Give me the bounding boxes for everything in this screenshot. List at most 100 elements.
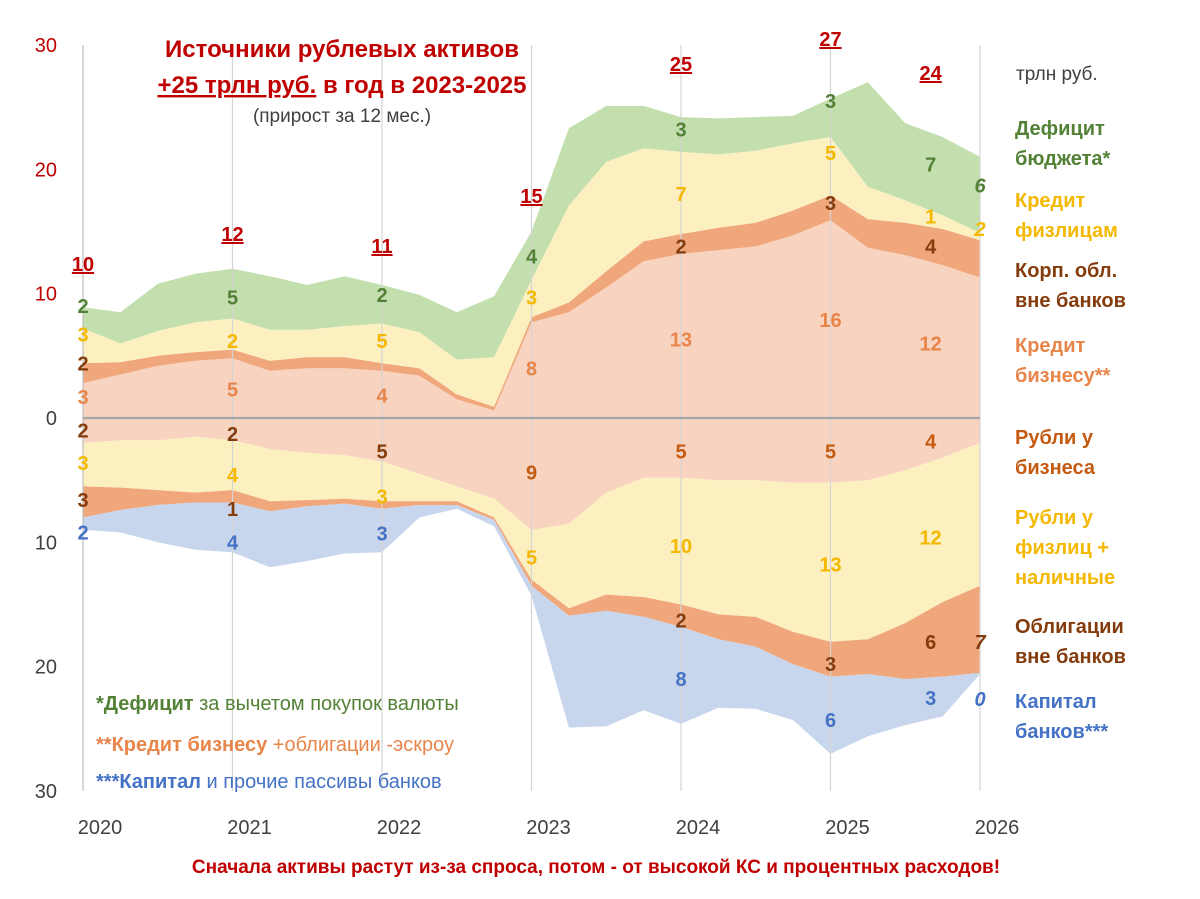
data-label-23: 8 [526, 358, 537, 380]
data-label-13: 1 [227, 499, 238, 521]
footnote-2: **Кредит бизнесу +облигации -эскроу [96, 734, 454, 756]
legend-line: Дефицит [1015, 118, 1105, 140]
data-label-0: 2 [77, 296, 88, 318]
y-tick-label-0: 0 [46, 408, 57, 430]
legend-item-4: Кредит бизнесу** [1015, 335, 1111, 387]
title-block: Источники рублевых активов +25 трлн руб.… [157, 36, 1097, 878]
data-label-28: 2 [675, 236, 686, 258]
data-label-21: 4 [526, 246, 538, 268]
legend-line: банков*** [1015, 721, 1108, 743]
legend-line: бизнесу** [1015, 365, 1111, 387]
footnote-1: *Дефицит за вычетом покупок валюты [96, 693, 459, 715]
data-label-42: 7 [925, 154, 936, 176]
data-label-5: 3 [77, 453, 88, 475]
data-label-22: 3 [526, 287, 537, 309]
legend-line: Облигации [1015, 616, 1124, 638]
data-label-30: 5 [675, 442, 686, 464]
data-label-27: 7 [675, 184, 686, 206]
data-label-19: 3 [376, 486, 387, 508]
y-tick-label-neg-30: 30 [35, 781, 57, 803]
data-label-17: 4 [376, 386, 388, 408]
legend-line: вне банков [1015, 290, 1126, 312]
data-label-24: 9 [526, 463, 537, 485]
data-label-50: 6 [974, 175, 986, 197]
data-label-46: 4 [925, 432, 937, 454]
subtitle-rest: в год в 2023-2025 [316, 72, 526, 99]
chart-footer: Сначала активы растут из-за спроса, пото… [192, 857, 1000, 878]
chart-subtitle-note: (прирост за 12 мес.) [253, 106, 431, 127]
data-label-36: 3 [825, 193, 836, 215]
footnote-rest: +облигации -эскроу [267, 734, 454, 756]
x-tick-label-2021: 2021 [227, 817, 272, 839]
data-label-47: 12 [920, 527, 942, 549]
total-label-2025: 27 [819, 29, 841, 51]
area-neg-3 [83, 502, 980, 754]
y-tick-label-neg-20: 20 [35, 657, 57, 679]
unit-label: трлн руб. [1016, 64, 1098, 85]
data-label-52: 7 [974, 632, 986, 654]
footnotes: *Дефицит за вычетом покупок валюты **Кред… [96, 693, 459, 793]
data-label-20: 3 [376, 524, 387, 546]
legend-item-7: Облигации вне банков [1015, 616, 1126, 668]
data-label-25: 5 [526, 547, 537, 569]
legend-line: физлиц + [1015, 537, 1109, 559]
area-pos-2 [83, 137, 980, 407]
data-label-31: 10 [670, 536, 692, 558]
data-label-2: 2 [77, 353, 88, 375]
legend-line: физлицам [1015, 220, 1118, 242]
y-tick-label-neg-10: 10 [35, 532, 57, 554]
data-label-10: 5 [227, 379, 238, 401]
data-label-9: 2 [227, 331, 238, 353]
legend-item-2: Кредит физлицам [1015, 190, 1118, 242]
total-label-2022: 11 [371, 236, 392, 258]
total-label-2020: 10 [72, 254, 94, 276]
data-label-6: 3 [77, 490, 88, 512]
legend: Дефицит бюджета* Кредит физлицам Корп. обл. в… [1015, 118, 1126, 743]
legend-line: бюджета* [1015, 148, 1111, 170]
data-label-8: 5 [227, 287, 238, 309]
chart-title: Источники рублевых активов [165, 36, 519, 63]
data-label-1: 3 [77, 325, 88, 347]
data-label-12: 4 [227, 465, 239, 487]
legend-item-1: Дефицит бюджета* [1015, 118, 1111, 170]
legend-item-6: Рубли у физлиц + наличные [1015, 507, 1115, 589]
y-tick-label-10: 10 [35, 284, 57, 306]
data-label-4: 2 [77, 420, 88, 442]
legend-line: Кредит [1015, 335, 1086, 357]
area-pos-0 [83, 220, 980, 418]
total-label-2024: 25 [670, 54, 692, 76]
legend-line: Корп. обл. [1015, 260, 1117, 282]
data-label-39: 13 [819, 555, 841, 577]
legend-line: бизнеса [1015, 457, 1096, 479]
area-pos-3 [83, 82, 980, 360]
data-label-34: 3 [825, 91, 836, 113]
legend-item-8: Капитал банков*** [1015, 691, 1108, 743]
y-tick-label-20: 20 [35, 159, 57, 181]
footnote-3: ***Капитал и прочие пассивы банков [96, 771, 442, 793]
data-label-48: 6 [925, 632, 936, 654]
x-tick-label-2020: 2020 [78, 817, 123, 839]
footnote-rest: и прочие пассивы банков [201, 771, 442, 793]
data-label-15: 2 [376, 285, 387, 307]
x-tick-label-2024: 2024 [676, 817, 721, 839]
data-label-32: 2 [675, 611, 686, 633]
footnote-strong: ***Капитал [96, 771, 201, 793]
data-label-40: 3 [825, 654, 836, 676]
x-tick-label-2022: 2022 [377, 817, 422, 839]
data-label-11: 2 [227, 424, 238, 446]
data-label-53: 0 [974, 689, 985, 711]
data-label-35: 5 [825, 143, 836, 165]
data-label-37: 16 [819, 310, 841, 332]
data-label-16: 5 [376, 331, 387, 353]
data-label-45: 12 [920, 333, 942, 355]
y-tick-label-30: 30 [35, 35, 57, 57]
x-tick-label-2025: 2025 [825, 817, 870, 839]
data-label-44: 4 [925, 236, 937, 258]
data-label-49: 3 [925, 688, 936, 710]
subtitle-highlight: +25 трлн руб. [157, 72, 316, 99]
legend-line: Рубли у [1015, 427, 1094, 449]
legend-line: Кредит [1015, 190, 1086, 212]
footnote-strong: **Кредит бизнесу [96, 734, 268, 756]
legend-line: Капитал [1015, 691, 1097, 713]
data-label-3: 3 [77, 387, 88, 409]
